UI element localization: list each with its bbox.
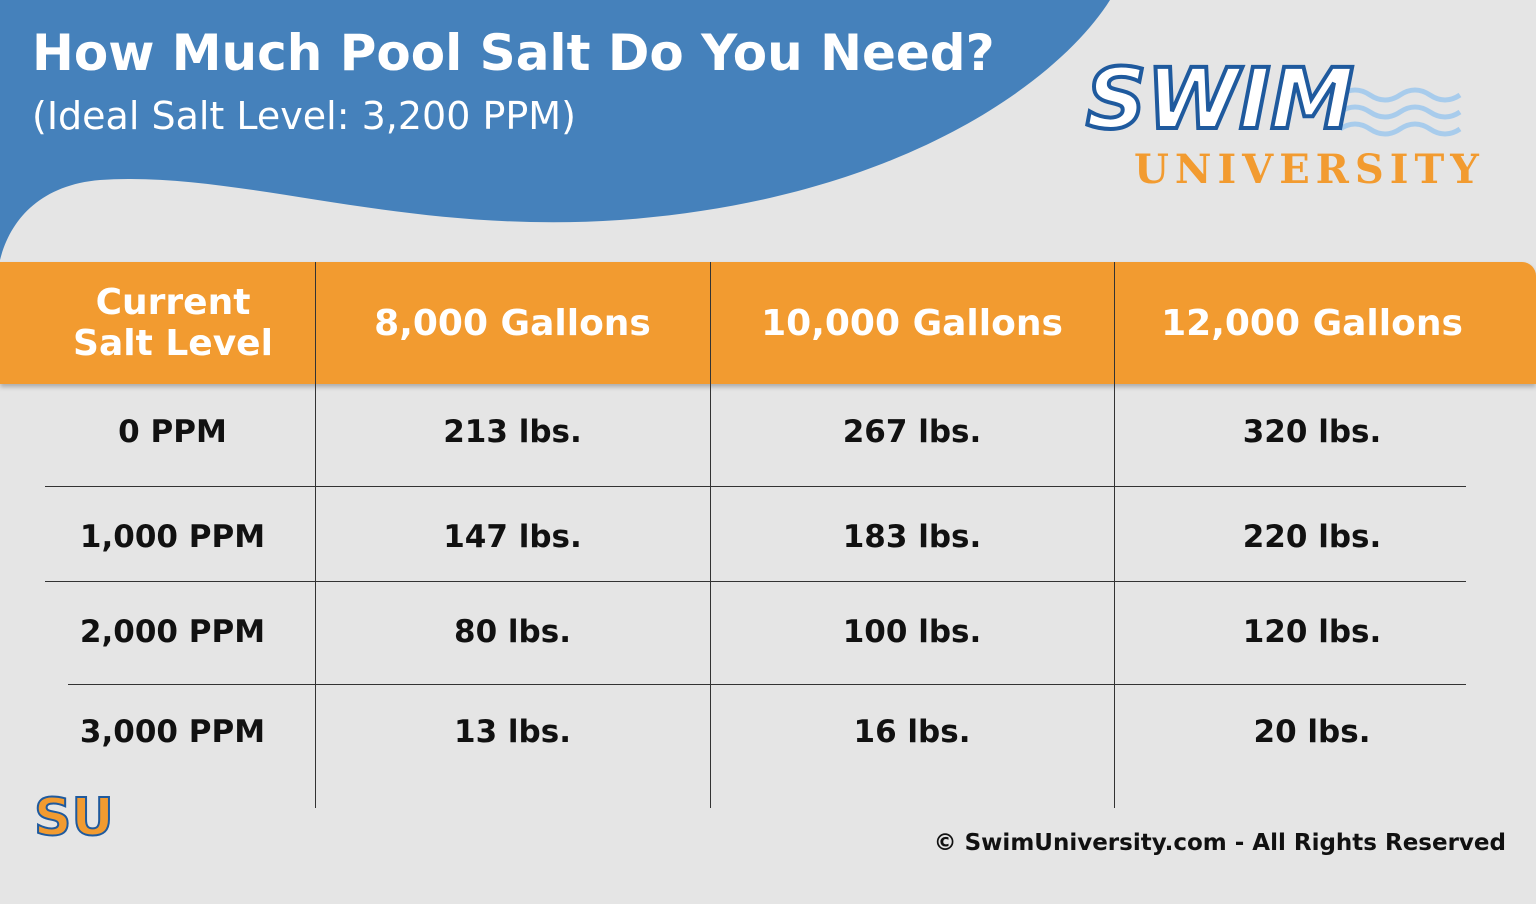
- logo-subword: UNIVERSITY: [1134, 146, 1485, 193]
- column-divider: [315, 262, 316, 808]
- table-cell: 80 lbs.: [454, 614, 571, 650]
- table-cell: 0 PPM: [118, 414, 227, 450]
- table-cell: 120 lbs.: [1242, 614, 1382, 650]
- table-cell: 267 lbs.: [842, 414, 982, 450]
- title: How Much Pool Salt Do You Need?: [32, 24, 995, 82]
- table-cell: 320 lbs.: [1242, 414, 1382, 450]
- header-bar: [0, 262, 1536, 384]
- table-cell: 220 lbs.: [1242, 519, 1382, 555]
- column-header: Current Salt Level: [73, 282, 273, 364]
- row-divider: [45, 486, 1466, 487]
- column-divider: [1114, 262, 1115, 808]
- table-cell: 147 lbs.: [443, 519, 582, 555]
- column-divider: [710, 262, 711, 808]
- copyright: © SwimUniversity.com - All Rights Reserv…: [933, 830, 1506, 856]
- subtitle: (Ideal Salt Level: 3,200 PPM): [32, 94, 576, 138]
- column-header: 8,000 Gallons: [374, 302, 651, 344]
- table-cell: 3,000 PPM: [79, 714, 266, 750]
- table-cell: 20 lbs.: [1253, 714, 1371, 750]
- row-divider: [45, 581, 1466, 582]
- row-divider: [68, 684, 1466, 685]
- table-cell: 1,000 PPM: [79, 519, 266, 555]
- table-cell: 13 lbs.: [454, 714, 571, 750]
- column-header: 10,000 Gallons: [761, 302, 1063, 344]
- column-header: 12,000 Gallons: [1161, 302, 1463, 344]
- table-cell: 183 lbs.: [842, 519, 982, 555]
- badge-logo: SU: [33, 787, 115, 849]
- wave-background: [0, 0, 1462, 260]
- table-cell: 16 lbs.: [853, 714, 971, 750]
- table-cell: 2,000 PPM: [79, 614, 266, 650]
- table-cell: 213 lbs.: [443, 414, 582, 450]
- logo-word: SWIM: [1084, 48, 1356, 150]
- table-cell: 100 lbs.: [842, 614, 982, 650]
